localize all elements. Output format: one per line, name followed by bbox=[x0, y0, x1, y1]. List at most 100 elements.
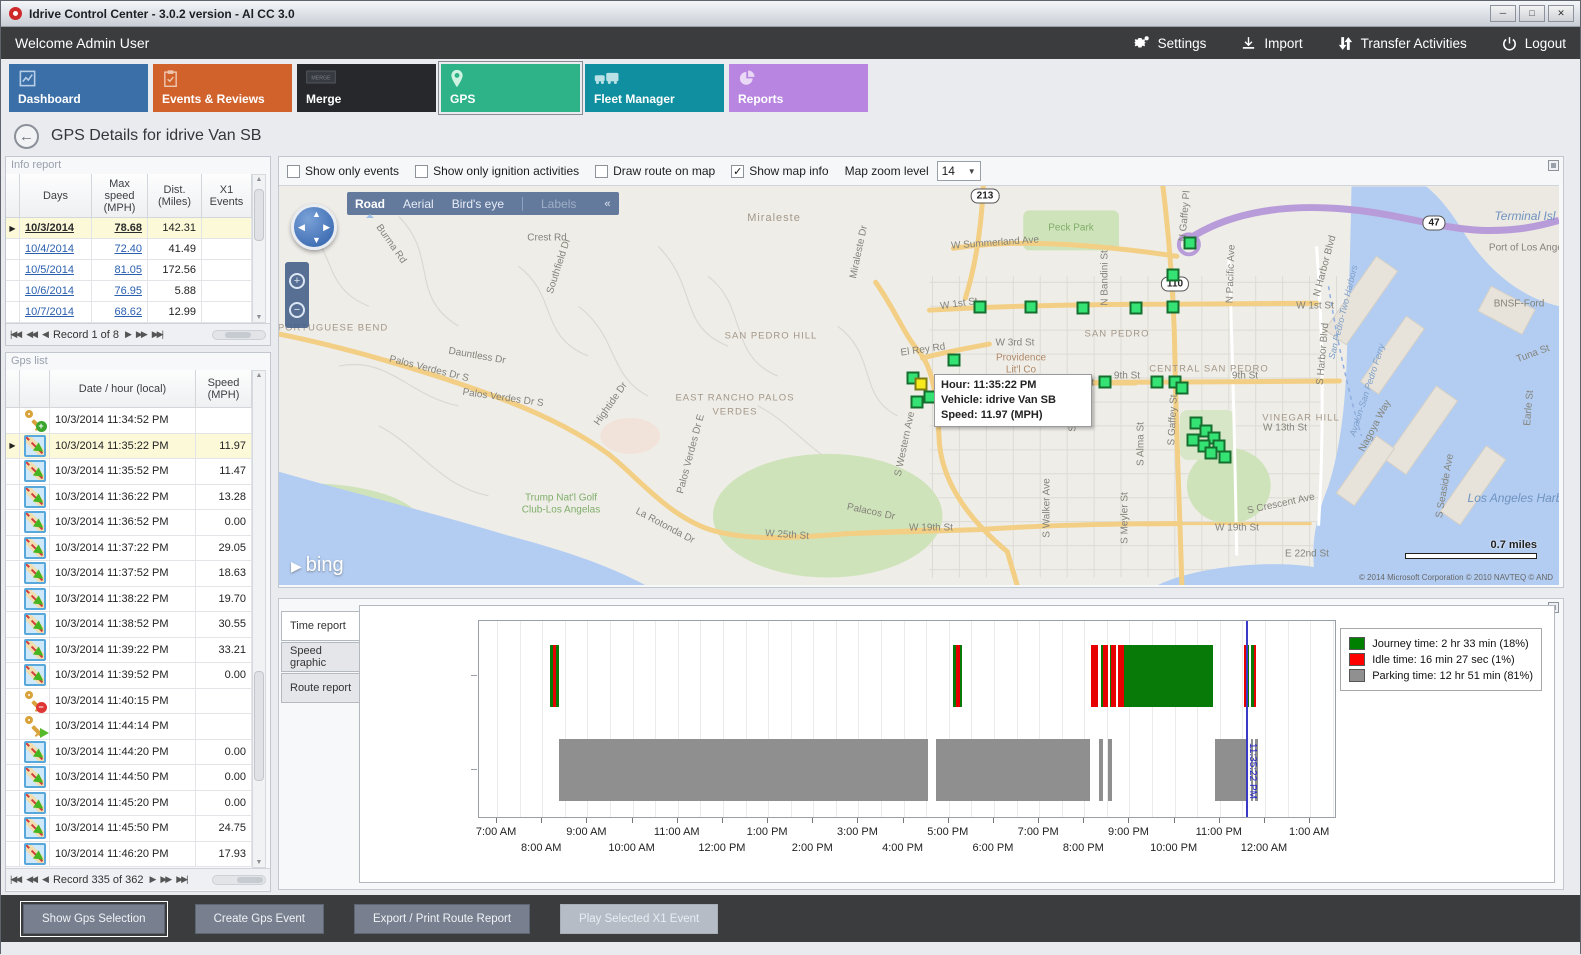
info-maxspeed-cell[interactable]: 78.68 bbox=[92, 218, 148, 239]
selected-gps-map-marker[interactable] bbox=[914, 377, 928, 391]
export-print-route-report-button[interactable]: Export / Print Route Report bbox=[353, 903, 531, 934]
info-pager-next-button[interactable]: ▶ bbox=[125, 329, 132, 339]
pan-left-icon[interactable]: ◀ bbox=[298, 222, 305, 232]
info-maxspeed-link[interactable]: 78.68 bbox=[114, 222, 142, 234]
info-pager-prevpage-button[interactable]: ◀◀ bbox=[26, 329, 38, 339]
checkbox-show-map-info[interactable]: ✓ Show map info bbox=[731, 164, 829, 178]
pan-right-icon[interactable]: ▶ bbox=[323, 222, 330, 232]
table-row[interactable]: 10/4/2014 72.40 41.49 bbox=[6, 239, 252, 260]
table-row[interactable]: +10/3/2014 11:34:52 PM bbox=[6, 408, 252, 434]
gps-map-marker[interactable] bbox=[947, 353, 961, 367]
info-maxspeed-cell[interactable]: 81.05 bbox=[92, 260, 148, 281]
info-pager-last-button[interactable]: ▶▶| bbox=[151, 329, 164, 339]
table-row[interactable]: 10/3/2014 11:38:22 PM 19.70 bbox=[6, 586, 252, 612]
topbar-action-settings[interactable]: Settings bbox=[1132, 34, 1206, 53]
gps-pager-last-button[interactable]: ▶▶| bbox=[176, 874, 188, 884]
table-row[interactable]: 10/3/2014 11:36:52 PM 0.00 bbox=[6, 510, 252, 536]
create-gps-event-button[interactable]: Create Gps Event bbox=[194, 903, 324, 934]
gps-pager-next-button[interactable]: ▶ bbox=[149, 874, 156, 884]
table-row[interactable]: −10/3/2014 11:40:15 PM bbox=[6, 688, 252, 714]
tab-dashboard[interactable]: Dashboard bbox=[9, 64, 148, 112]
map-panel-collapse-button[interactable] bbox=[1548, 160, 1559, 171]
tab-fleet[interactable]: Fleet Manager bbox=[585, 64, 724, 112]
gps-map-marker[interactable] bbox=[1166, 300, 1180, 314]
info-pager-prev-button[interactable]: ◀ bbox=[42, 329, 49, 339]
table-row[interactable]: 10/3/2014 11:36:22 PM 13.28 bbox=[6, 484, 252, 510]
table-row[interactable]: ▶ 10/3/2014 78.68 142.31 bbox=[6, 218, 252, 239]
info-pager-nextpage-button[interactable]: ▶▶ bbox=[135, 329, 148, 339]
chart-tab-route-report[interactable]: Route report bbox=[281, 673, 361, 703]
pan-up-icon[interactable]: ▲ bbox=[312, 209, 321, 219]
gps-map-marker[interactable] bbox=[1189, 416, 1203, 430]
gps-header-1[interactable]: Speed (MPH) bbox=[196, 370, 252, 408]
info-days-cell[interactable]: 10/4/2014 bbox=[20, 239, 92, 260]
info-maxspeed-link[interactable]: 68.62 bbox=[114, 306, 142, 318]
bing-map[interactable]: Road Aerial Bird's eye Labels « ▲ ▼ ◀ ▶ + − … bbox=[279, 185, 1559, 585]
chart-tab-time-report[interactable]: Time report bbox=[281, 611, 361, 641]
table-row[interactable]: 10/5/2014 81.05 172.56 bbox=[6, 260, 252, 281]
tab-reports[interactable]: Reports bbox=[729, 64, 868, 112]
gps-map-marker[interactable] bbox=[1098, 375, 1112, 389]
info-days-cell[interactable]: 10/7/2014 bbox=[20, 302, 92, 323]
map-nav-collapse-button[interactable]: « bbox=[604, 197, 611, 210]
gps-map-marker[interactable] bbox=[1175, 381, 1189, 395]
checkbox-box-icon[interactable] bbox=[595, 164, 609, 178]
info-days-cell[interactable]: 10/3/2014 bbox=[20, 218, 92, 239]
tab-merge[interactable]: MERGE Merge bbox=[297, 64, 436, 112]
back-button[interactable]: ← bbox=[14, 123, 39, 149]
tab-events[interactable]: Events & Reviews bbox=[153, 64, 292, 112]
info-days-cell[interactable]: 10/6/2014 bbox=[20, 281, 92, 302]
table-row[interactable]: 10/3/2014 11:44:20 PM 0.00 bbox=[6, 739, 252, 765]
table-row[interactable]: 10/3/2014 11:45:20 PM 0.00 bbox=[6, 790, 252, 816]
table-row[interactable]: 10/6/2014 76.95 5.88 bbox=[6, 281, 252, 302]
table-row[interactable]: 10/3/2014 11:35:52 PM 11.47 bbox=[6, 459, 252, 485]
info-report-vscrollbar[interactable]: ▲ ▼ bbox=[252, 174, 266, 323]
map-nav-bird-s-eye[interactable]: Bird's eye bbox=[451, 196, 504, 211]
gps-map-marker[interactable] bbox=[1183, 236, 1197, 250]
info-maxspeed-cell[interactable]: 76.95 bbox=[92, 281, 148, 302]
topbar-action-logout[interactable]: Logout bbox=[1501, 35, 1566, 52]
topbar-action-import[interactable]: Import bbox=[1240, 35, 1303, 52]
gps-map-marker[interactable] bbox=[1166, 268, 1180, 282]
maximize-button[interactable]: □ bbox=[1519, 5, 1545, 22]
map-nav-road[interactable]: Road bbox=[355, 196, 385, 218]
table-row[interactable]: 10/3/2014 11:44:14 PM bbox=[6, 714, 252, 740]
map-compass-control[interactable]: ▲ ▼ ◀ ▶ bbox=[291, 204, 337, 250]
info-maxspeed-link[interactable]: 72.40 bbox=[114, 243, 142, 255]
topbar-action-transfer[interactable]: Transfer Activities bbox=[1337, 35, 1467, 52]
gps-map-marker[interactable] bbox=[973, 300, 987, 314]
gps-map-marker[interactable] bbox=[1024, 300, 1038, 314]
tab-gps[interactable]: GPS bbox=[438, 61, 583, 115]
table-row[interactable]: 10/3/2014 11:46:20 PM 17.93 bbox=[6, 841, 252, 867]
table-row[interactable]: 10/3/2014 11:39:52 PM 0.00 bbox=[6, 663, 252, 689]
table-row[interactable]: 10/3/2014 11:37:22 PM 29.05 bbox=[6, 535, 252, 561]
gps-pager-first-button[interactable]: |◀◀ bbox=[10, 874, 22, 884]
gps-map-marker[interactable] bbox=[1186, 433, 1200, 447]
gps-pager-prev-button[interactable]: ◀ bbox=[42, 874, 49, 884]
table-row[interactable]: 10/7/2014 68.62 12.99 bbox=[6, 302, 252, 323]
info-pager-hscrollbar[interactable] bbox=[212, 329, 266, 340]
checkbox-box-icon[interactable]: ✓ bbox=[731, 164, 745, 178]
info-days-link[interactable]: 10/3/2014 bbox=[25, 222, 74, 234]
info-maxspeed-link[interactable]: 81.05 bbox=[114, 264, 142, 276]
zoom-out-button[interactable]: − bbox=[289, 301, 305, 318]
checkbox-show-only-events[interactable]: Show only events bbox=[287, 164, 399, 178]
gps-header-0[interactable]: Date / hour (local) bbox=[50, 370, 196, 408]
checkbox-draw-route-on-map[interactable]: Draw route on map bbox=[595, 164, 715, 178]
zoom-in-button[interactable]: + bbox=[289, 272, 305, 289]
gps-list-vscrollbar[interactable]: ▲ ▼ bbox=[252, 370, 266, 868]
info-maxspeed-link[interactable]: 76.95 bbox=[114, 285, 142, 297]
gps-map-marker[interactable] bbox=[1076, 301, 1090, 315]
info-maxspeed-cell[interactable]: 72.40 bbox=[92, 239, 148, 260]
checkbox-box-icon[interactable] bbox=[415, 164, 429, 178]
info-pager-first-button[interactable]: |◀◀ bbox=[10, 329, 22, 339]
checkbox-box-icon[interactable] bbox=[287, 164, 300, 178]
table-row[interactable]: 10/3/2014 11:37:52 PM 18.63 bbox=[6, 561, 252, 587]
minimize-button[interactable]: ─ bbox=[1490, 5, 1516, 22]
gps-map-marker[interactable] bbox=[1150, 375, 1164, 389]
table-row[interactable]: 10/3/2014 11:45:50 PM 24.75 bbox=[6, 816, 252, 842]
chart-tab-speed-graphic[interactable]: Speed graphic bbox=[281, 642, 361, 672]
info-days-link[interactable]: 10/4/2014 bbox=[25, 243, 74, 255]
info-days-link[interactable]: 10/7/2014 bbox=[25, 306, 74, 318]
map-zoom-select[interactable]: 14 ▼ bbox=[936, 161, 981, 181]
